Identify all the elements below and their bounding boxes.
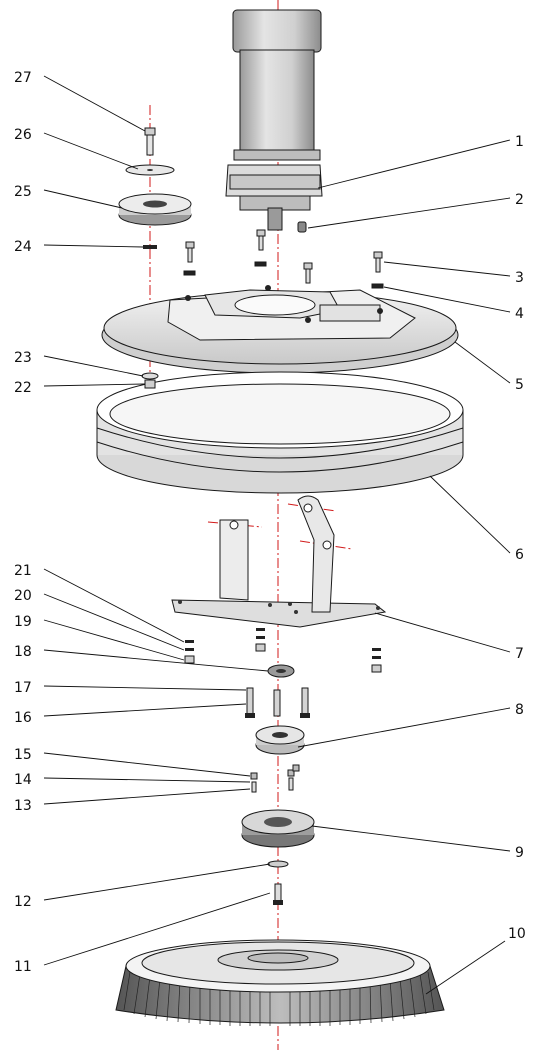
side-lower-washer [142, 373, 158, 379]
drive-hub [256, 726, 304, 754]
callout-6: 6 [515, 547, 524, 563]
callout-17: 17 [14, 680, 32, 696]
callout-3: 3 [515, 270, 524, 286]
hardware-stack-center [256, 628, 265, 651]
callout-8: 8 [515, 702, 524, 718]
small-screws [251, 765, 299, 792]
callout-22: 22 [14, 380, 32, 396]
motor-bolt [372, 252, 383, 288]
callout-25: 25 [14, 184, 32, 200]
callout-24: 24 [14, 239, 32, 255]
callout-12: 12 [14, 894, 32, 910]
callout-19: 19 [14, 614, 32, 630]
hardware-stack-right [372, 648, 381, 672]
callout-26: 26 [14, 127, 32, 143]
hub-screws [245, 688, 310, 718]
cover-plate [102, 285, 458, 373]
callout-15: 15 [14, 747, 32, 763]
brush [116, 940, 444, 1026]
side-bolt [145, 128, 155, 155]
callout-5: 5 [515, 377, 524, 393]
side-nut [145, 380, 155, 388]
side-washer [126, 165, 174, 175]
callout-13: 13 [14, 798, 32, 814]
motor-bolt [255, 230, 266, 266]
callout-4: 4 [515, 306, 524, 322]
hardware-stack-left [185, 640, 194, 663]
skirt-ring [97, 372, 463, 493]
hardware-stacks [185, 628, 381, 718]
callout-11: 11 [14, 959, 32, 975]
callout-23: 23 [14, 350, 32, 366]
callout-27: 27 [14, 70, 32, 86]
callout-1: 1 [515, 134, 524, 150]
callout-14: 14 [14, 772, 32, 788]
clutch-plate [242, 810, 314, 847]
callout-7: 7 [515, 646, 524, 662]
motor [226, 10, 322, 230]
motor-bolt [304, 263, 312, 283]
callout-9: 9 [515, 845, 524, 861]
side-small-washer [143, 245, 157, 249]
callout-16: 16 [14, 710, 32, 726]
callout-2: 2 [515, 192, 524, 208]
drive-hub-washer [268, 665, 294, 677]
callout-10: 10 [508, 926, 526, 942]
side-bearing [119, 194, 191, 225]
key [298, 222, 306, 232]
callout-21: 21 [14, 563, 32, 579]
motor-bolts [184, 230, 383, 288]
callout-20: 20 [14, 588, 32, 604]
motor-bolt [184, 242, 195, 275]
callout-18: 18 [14, 644, 32, 660]
